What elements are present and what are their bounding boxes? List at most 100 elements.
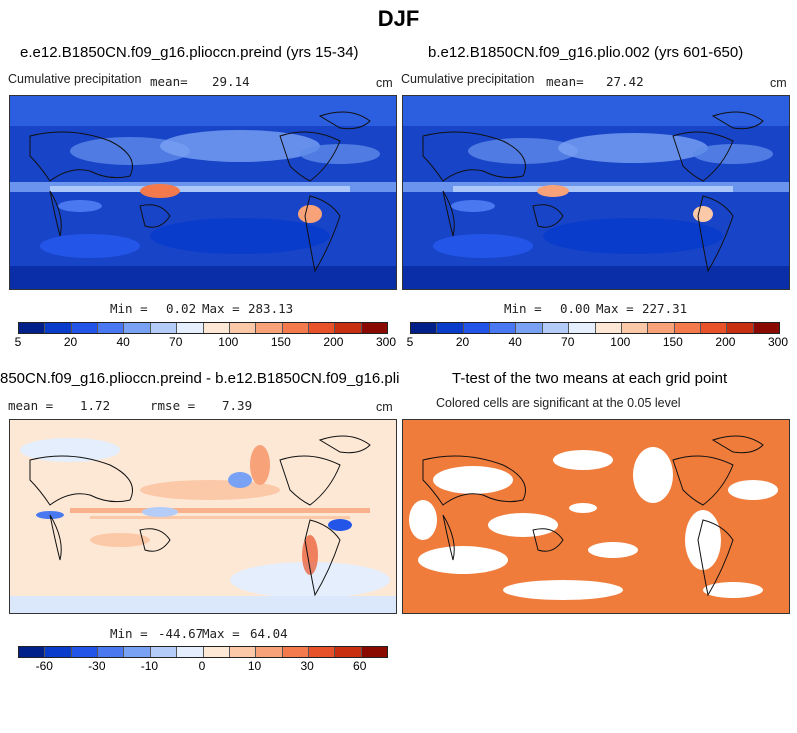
colorbar-tick-label: -30	[88, 659, 106, 673]
panel-b-units: cm	[770, 76, 787, 90]
panel-c-map	[9, 419, 397, 614]
colorbar-swatch	[282, 647, 309, 657]
panel-a-colorbar-ticks: 5 20 40 70 100 150 200 300	[14, 335, 396, 349]
colorbar-tick-label: 40	[508, 335, 522, 349]
panel-b-min-label: Min =	[504, 301, 542, 316]
colorbar-swatch	[124, 647, 151, 657]
colorbar-swatch	[256, 323, 283, 333]
colorbar-swatch	[19, 647, 46, 657]
colorbar-swatch	[621, 323, 649, 333]
panel-b-max-label: Max =	[596, 301, 634, 316]
colorbar-tick-label: 300	[767, 335, 789, 349]
panel-a-map	[9, 95, 397, 290]
colorbar-tick-label: -10	[140, 659, 159, 673]
panel-a-variable: Cumulative precipitation	[8, 72, 142, 86]
colorbar-swatch	[256, 647, 283, 657]
colorbar-tick-label: 100	[218, 335, 239, 349]
panel-b-colorbar-ticks: 5 20 40 70 100 150 200 300	[407, 335, 788, 349]
colorbar-swatch	[98, 323, 125, 333]
colorbar-swatch	[308, 323, 336, 333]
panel-c-rmse-label: rmse =	[150, 398, 196, 413]
colorbar-tick-label: 200	[715, 335, 736, 349]
panel-d-title: T-test of the two means at each grid poi…	[452, 370, 728, 387]
colorbar-swatch	[411, 323, 438, 333]
colorbar-swatch	[335, 647, 362, 657]
colorbar-tick-label: 300	[375, 335, 397, 349]
season-title: DJF	[377, 6, 420, 31]
panel-c-rmse-value: 7.39	[222, 398, 253, 413]
colorbar-swatch	[282, 323, 309, 333]
colorbar-swatch	[361, 647, 388, 657]
panel-a-units: cm	[376, 76, 393, 90]
panel-d-subtitle: Colored cells are significant at the 0.0…	[436, 396, 681, 410]
colorbar-swatch	[674, 323, 701, 333]
colorbar-swatch	[177, 323, 204, 333]
colorbar-swatch	[124, 323, 151, 333]
colorbar-swatch	[98, 647, 125, 657]
colorbar-tick-label: 0	[198, 659, 206, 673]
colorbar-tick-label: 70	[561, 335, 575, 349]
colorbar-swatch	[569, 323, 596, 333]
panel-a-min-value: 0.02	[166, 301, 197, 316]
panel-c-colorbar-ticks: -60 -30 -10 0 10 30 60	[18, 659, 386, 673]
colorbar-swatch	[19, 323, 46, 333]
colorbar-swatch	[361, 323, 388, 333]
panel-b-title: b.e12.B1850CN.f09_g16.plio.002 (yrs 601-…	[428, 44, 744, 61]
panel-b-map	[402, 95, 790, 290]
colorbar-swatch	[45, 647, 72, 657]
colorbar-tick-label: -60	[35, 659, 53, 673]
panel-a-min-label: Min =	[110, 301, 148, 316]
colorbar-swatch	[648, 323, 675, 333]
colorbar-tick-label: 60	[353, 659, 367, 673]
panel-b-min-value: 0.00	[560, 301, 591, 316]
colorbar-swatch	[229, 647, 257, 657]
colorbar-swatch	[71, 323, 99, 333]
colorbar-swatch	[700, 323, 728, 333]
colorbar-swatch	[516, 323, 543, 333]
panel-c-mean-value: 1.72	[80, 398, 111, 413]
panel-b-max-value: 227.31	[642, 301, 688, 316]
panel-a-title: e.e12.B1850CN.f09_g16.plioccn.preind (yr…	[20, 44, 359, 61]
panel-a-max-label: Max =	[202, 301, 240, 316]
colorbar-swatch	[463, 323, 491, 333]
colorbar-swatch	[490, 323, 517, 333]
panel-c-max-label: Max =	[202, 626, 240, 641]
colorbar-swatch	[437, 323, 464, 333]
colorbar-tick-label: 100	[610, 335, 631, 349]
panel-b-variable: Cumulative precipitation	[401, 72, 535, 86]
colorbar-swatch	[595, 323, 622, 333]
colorbar-tick-label: 20	[63, 335, 78, 349]
panel-a-colorbar	[18, 322, 388, 334]
panel-b-colorbar	[410, 322, 780, 334]
colorbar-swatch	[150, 323, 178, 333]
panel-c-title: 850CN.f09_g16.plioccn.preind - b.e12.B18…	[0, 370, 400, 387]
colorbar-swatch	[45, 323, 72, 333]
colorbar-tick-label: 200	[323, 335, 344, 349]
panel-b-mean-value: 27.42	[606, 74, 644, 89]
colorbar-swatch	[177, 647, 204, 657]
panel-c-colorbar	[18, 646, 388, 658]
panel-a-max-value: 283.13	[248, 301, 294, 316]
colorbar-swatch	[308, 647, 336, 657]
colorbar-tick-label: 10	[247, 659, 262, 673]
colorbar-swatch	[71, 647, 99, 657]
panel-b-mean-label: mean=	[546, 74, 584, 89]
panel-a-mean-value: 29.14	[212, 74, 250, 89]
colorbar-swatch	[753, 323, 780, 333]
colorbar-swatch	[203, 647, 230, 657]
colorbar-swatch	[542, 323, 570, 333]
colorbar-swatch	[150, 647, 178, 657]
colorbar-tick-label: 150	[270, 335, 291, 349]
colorbar-tick-label: 5	[14, 335, 22, 349]
colorbar-swatch	[203, 323, 230, 333]
panel-a-mean-label: mean=	[150, 74, 188, 89]
colorbar-swatch	[335, 323, 362, 333]
colorbar-tick-label: 70	[169, 335, 183, 349]
panel-c-units: cm	[376, 400, 393, 414]
colorbar-swatch	[727, 323, 754, 333]
panel-d-map	[402, 419, 790, 614]
colorbar-tick-label: 40	[116, 335, 130, 349]
panel-c-min-label: Min =	[110, 626, 148, 641]
panel-c-max-value: 64.04	[250, 626, 288, 641]
colorbar-tick-label: 30	[300, 659, 314, 673]
